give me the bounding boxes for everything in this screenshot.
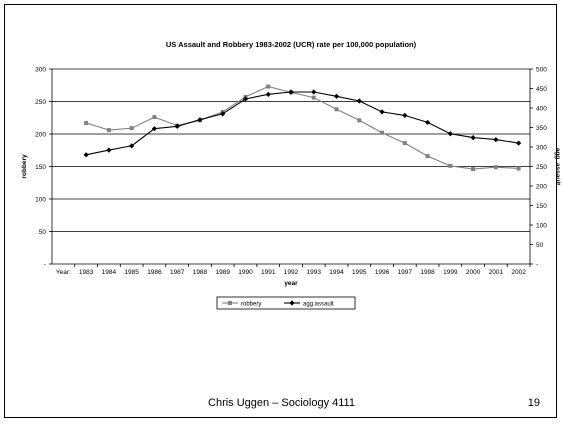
data-point-agg-assault (424, 119, 431, 126)
data-point-robbery (311, 95, 316, 100)
footer-author: Chris Uggen – Sociology 4111 (208, 397, 355, 409)
x-tick-label: 1986 (147, 269, 162, 276)
x-tick-label: 1991 (261, 269, 276, 276)
x-tick-label: 1995 (352, 269, 367, 276)
data-point-robbery (129, 126, 134, 131)
page-number: 19 (527, 397, 540, 409)
data-point-robbery (425, 154, 430, 159)
data-point-agg-assault (265, 91, 271, 97)
data-point-agg-assault (220, 111, 226, 117)
x-tick-label: 1994 (329, 269, 344, 276)
x-tick-label: 2001 (489, 269, 504, 276)
legend-marker (289, 300, 295, 306)
y-tick-label-right: 450 (536, 86, 547, 93)
y-tick-label-right: 300 (536, 145, 547, 152)
x-axis-title: year (284, 280, 298, 287)
data-point-robbery (402, 141, 407, 146)
y-tick-label-left: 100 (35, 197, 46, 204)
y-tick-label-left: 300 (35, 67, 46, 74)
data-point-robbery (106, 128, 111, 133)
data-point-agg-assault (288, 89, 294, 95)
series-line-agg-assault (85, 91, 519, 156)
legend-marker (228, 301, 232, 305)
data-point-agg-assault (402, 112, 408, 119)
x-tick-label: 2000 (466, 269, 481, 276)
chart: US Assault and Robbery 1983-2002 (UCR) r… (15, 27, 561, 327)
y-tick-label-right: 350 (536, 125, 547, 132)
data-point-agg-assault (470, 135, 476, 141)
data-point-agg-assault (493, 136, 499, 143)
data-point-agg-assault (129, 143, 135, 149)
x-tick-label: 1997 (398, 269, 413, 276)
data-point-robbery (84, 120, 89, 125)
x-tick-label: 1990 (238, 269, 253, 276)
chart-svg: US Assault and Robbery 1983-2002 (UCR) r… (21, 40, 561, 310)
data-point-robbery (493, 165, 498, 170)
data-point-agg-assault (242, 96, 249, 102)
y-tick-label-left: 50 (39, 229, 47, 236)
legend-label: robbery (241, 301, 261, 307)
y-tick-label-right: 200 (536, 184, 547, 191)
y-tick-label-right: 150 (536, 203, 547, 210)
y-tick-label-right: 100 (536, 223, 547, 230)
x-tick-label: 1984 (102, 269, 117, 276)
data-point-robbery (266, 84, 271, 89)
data-point-agg-assault (333, 93, 340, 99)
legend-label: agg.assault (303, 301, 334, 307)
x-tick-label: 1996 (375, 269, 390, 276)
y-axis-title-left: robbery (21, 154, 28, 179)
y-tick-label-left: 200 (35, 132, 46, 139)
data-point-agg-assault (447, 131, 453, 137)
y-tick-label-right: 50 (536, 242, 544, 249)
y-tick-label-right: - (536, 262, 538, 269)
data-point-robbery (334, 107, 339, 112)
series-line-robbery (85, 85, 519, 170)
y-tick-label-left: 250 (35, 99, 46, 106)
x-tick-label: 1988 (193, 269, 208, 276)
data-point-agg-assault (83, 152, 89, 158)
x-tick-label: 1989 (215, 269, 230, 276)
x-tick-label: 1983 (79, 269, 94, 276)
x-tick-label: 1985 (124, 269, 139, 276)
data-point-robbery (516, 166, 521, 171)
data-point-agg-assault (106, 147, 112, 153)
data-point-agg-assault (197, 117, 203, 123)
data-point-agg-assault (379, 109, 385, 115)
y-axis-title-right: agg. assault (554, 148, 561, 186)
x-tick-label: 1999 (443, 269, 458, 276)
data-point-robbery (357, 118, 362, 123)
data-point-agg-assault (356, 98, 362, 104)
x-prefix-label: Year: (56, 269, 71, 276)
y-tick-label-right: 400 (536, 106, 547, 113)
slide: US Assault and Robbery 1983-2002 (UCR) r… (4, 4, 561, 418)
x-tick-label: 1993 (307, 269, 322, 276)
x-tick-label: 2002 (511, 269, 526, 276)
x-tick-label: 1987 (170, 269, 185, 276)
x-tick-label: 1992 (284, 269, 299, 276)
y-tick-label-left: 150 (35, 164, 46, 171)
data-point-robbery (471, 167, 476, 172)
y-tick-label-right: 500 (536, 67, 547, 74)
data-point-robbery (152, 115, 157, 120)
data-point-agg-assault (174, 123, 180, 129)
data-point-agg-assault (311, 89, 317, 95)
x-tick-label: 1998 (420, 269, 435, 276)
chart-title: US Assault and Robbery 1983-2002 (UCR) r… (166, 40, 417, 49)
y-tick-label-left: - (44, 262, 46, 269)
y-tick-label-right: 250 (536, 164, 547, 171)
data-point-robbery (380, 130, 385, 135)
data-point-agg-assault (151, 126, 158, 132)
data-point-robbery (448, 163, 453, 168)
data-point-agg-assault (516, 140, 522, 146)
